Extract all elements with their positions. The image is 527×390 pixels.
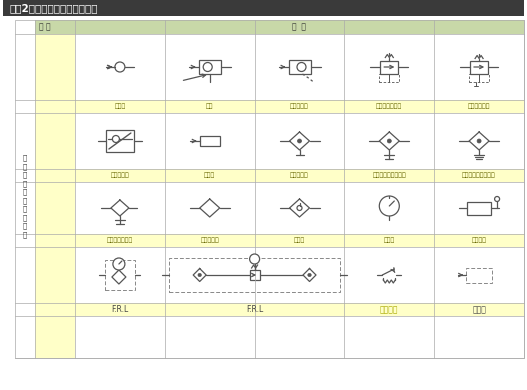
Text: 单向节流阀: 单向节流阀	[111, 173, 129, 178]
Bar	[75, 100, 524, 113]
Bar	[466, 268, 492, 282]
Text: 单向阀: 单向阀	[114, 104, 125, 109]
Text: 动: 动	[23, 214, 27, 221]
Text: 过滤分水器自动排水: 过滤分水器自动排水	[462, 173, 496, 178]
Text: 造: 造	[23, 188, 27, 195]
Text: 有: 有	[23, 163, 27, 170]
Text: 快速排气阀: 快速排气阀	[290, 104, 309, 109]
Circle shape	[115, 62, 125, 72]
Text: 阀: 阀	[23, 172, 27, 178]
Text: 空气干燥器: 空气干燥器	[200, 238, 219, 243]
Bar	[288, 60, 310, 74]
Text: 压力表: 压力表	[384, 238, 395, 243]
Circle shape	[297, 206, 302, 211]
Circle shape	[198, 273, 201, 277]
Polygon shape	[379, 132, 399, 150]
Bar	[380, 60, 398, 73]
Text: 减压阀溢流式: 减压阀溢流式	[468, 104, 490, 109]
Text: 限位开关: 限位开关	[472, 238, 486, 243]
Circle shape	[379, 196, 399, 216]
Circle shape	[308, 273, 311, 277]
Text: 梭阀: 梭阀	[206, 104, 213, 109]
Text: 【表2】主要气动元件及其符号: 【表2】主要气动元件及其符号	[9, 3, 97, 13]
Polygon shape	[289, 199, 309, 217]
Bar	[3, 0, 524, 16]
Bar	[15, 20, 35, 358]
Circle shape	[477, 139, 481, 143]
Bar	[200, 136, 220, 146]
Bar	[467, 202, 491, 214]
Bar	[75, 303, 524, 316]
Bar	[15, 20, 524, 358]
Polygon shape	[303, 268, 316, 282]
Polygon shape	[289, 132, 309, 150]
Text: 过滤分水器: 过滤分水器	[290, 173, 309, 178]
Bar	[75, 169, 524, 182]
Circle shape	[112, 135, 120, 142]
Text: 的: 的	[23, 197, 27, 204]
Bar	[106, 130, 134, 152]
Text: 元: 元	[23, 222, 27, 229]
Bar	[469, 73, 489, 82]
Text: F.R.L: F.R.L	[246, 305, 263, 314]
Circle shape	[203, 62, 212, 71]
Bar	[15, 20, 524, 34]
Text: 油雾器: 油雾器	[294, 238, 305, 243]
Text: 除油器手动排出: 除油器手动排出	[107, 238, 133, 243]
Bar	[35, 20, 75, 358]
Text: 排气用: 排气用	[472, 305, 486, 314]
Circle shape	[250, 254, 260, 264]
Text: 构: 构	[23, 180, 27, 186]
Polygon shape	[469, 132, 489, 150]
Text: 减压阀非溢流式: 减压阀非溢流式	[376, 104, 403, 109]
Bar	[15, 20, 524, 358]
Text: F.R.L: F.R.L	[111, 305, 129, 314]
Text: 符  号: 符 号	[292, 23, 307, 32]
Circle shape	[495, 197, 500, 202]
Polygon shape	[200, 199, 220, 217]
Bar	[105, 260, 135, 290]
Polygon shape	[112, 270, 126, 284]
Polygon shape	[111, 200, 129, 216]
Bar	[35, 20, 75, 34]
Circle shape	[387, 139, 392, 143]
Circle shape	[113, 258, 125, 270]
Text: 只: 只	[23, 154, 27, 161]
Circle shape	[298, 139, 301, 143]
Bar	[379, 73, 399, 82]
Bar	[199, 60, 221, 74]
Text: 过滤分水器手动排水: 过滤分水器手动排水	[373, 173, 406, 178]
Text: 消音器: 消音器	[204, 173, 216, 178]
Bar	[250, 270, 260, 280]
Text: 名 称: 名 称	[39, 23, 51, 32]
Circle shape	[297, 62, 306, 71]
Bar	[470, 60, 488, 73]
Bar	[169, 258, 340, 292]
Text: 气: 气	[23, 206, 27, 212]
Bar	[75, 234, 524, 247]
Text: 件: 件	[23, 231, 27, 238]
Polygon shape	[193, 268, 206, 282]
Text: 压力开关: 压力开关	[380, 305, 398, 314]
